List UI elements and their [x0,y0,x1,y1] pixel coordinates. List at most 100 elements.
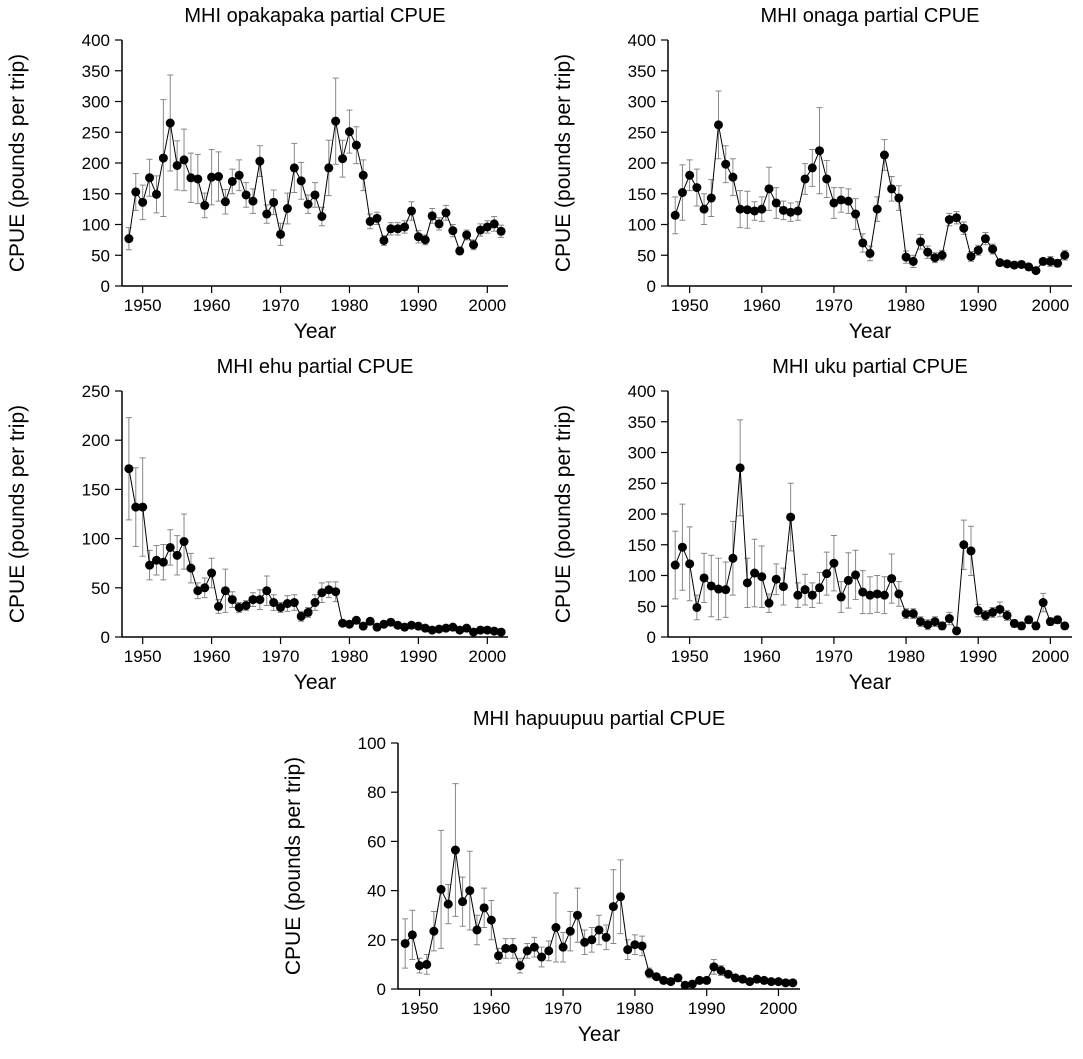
data-point [793,206,803,216]
data-point [735,204,745,214]
data-point [207,172,217,182]
data-point [771,198,781,208]
data-point [407,620,416,630]
x-tick-label: 1960 [193,647,231,666]
data-point [220,586,230,596]
data-point [482,222,492,232]
data-point [1053,615,1063,625]
y-tick-label: 0 [101,628,110,647]
x-tick-label: 1950 [671,296,709,315]
data-point [344,127,354,137]
data-point [757,204,767,214]
data-point [458,897,468,907]
x-tick-label: 2000 [1031,296,1069,315]
data-point [793,590,803,600]
data-point [735,463,745,473]
x-tick-label: 1960 [743,647,781,666]
data-point [282,599,292,609]
data-point [973,245,983,255]
data-point [214,601,223,611]
data-point [310,598,320,608]
data-point [800,585,810,595]
data-point [659,975,669,985]
data-point [145,173,155,183]
chart-title: MHI ehu partial CPUE [217,356,414,378]
data-point [193,586,203,596]
data-point [887,184,897,194]
data-point [764,184,774,194]
y-tick-label: 50 [637,246,656,265]
data-point [289,598,299,608]
y-tick-label: 200 [82,431,110,450]
y-tick-label: 0 [101,277,110,296]
data-point [594,925,604,935]
data-point [764,598,774,608]
data-point [262,209,272,219]
data-point [448,226,458,236]
data-point [706,193,716,203]
data-point [695,975,704,985]
x-tick-label: 1990 [959,296,997,315]
data-point [685,559,695,569]
x-tick-label: 1960 [743,296,781,315]
data-point [1002,610,1012,620]
data-point [151,555,161,565]
data-point [248,595,258,605]
data-point [800,174,810,184]
y-axis-label: CPUE (pounds per trip) [552,54,575,272]
data-point [172,160,182,170]
y-tick-label: 50 [91,246,110,265]
x-tick-label: 1980 [887,647,925,666]
y-tick-label: 100 [82,530,110,549]
data-point [475,625,485,635]
data-point [1017,259,1026,269]
data-point [829,558,839,568]
data-point [494,951,503,961]
data-point [522,946,532,956]
data-point [413,232,423,242]
y-tick-label: 80 [367,783,386,802]
data-point [422,959,432,969]
data-point [501,943,511,953]
data-point [822,174,832,184]
data-point [386,224,396,234]
data-point [400,938,410,948]
data-point [303,199,313,209]
data-point [1009,618,1019,628]
data-point [455,246,465,256]
data-point [324,585,334,595]
data-point [651,972,661,982]
data-point [721,159,731,169]
data-point [400,622,410,632]
data-point [489,626,499,636]
data-point [908,609,918,619]
data-point [331,587,341,597]
data-point [580,937,590,947]
data-point [262,586,272,596]
data-point [386,617,396,627]
data-point [193,174,203,184]
data-point [1060,250,1070,260]
y-tick-label: 350 [82,62,110,81]
data-point [124,234,134,244]
data-point [1017,621,1026,631]
data-point [702,975,712,985]
data-point [544,946,554,956]
data-point [716,966,726,976]
y-tick-label: 250 [628,474,656,493]
data-point [692,183,702,193]
x-tick-label: 1990 [959,647,997,666]
data-point [241,190,251,200]
x-tick-label: 1970 [262,647,300,666]
data-point [427,211,437,221]
data-point [670,210,680,220]
data-point [227,176,237,186]
data-point [843,575,853,585]
data-point [858,238,868,248]
x-tick-label: 2000 [760,999,798,1018]
data-point [407,206,416,216]
data-point [738,974,748,984]
data-point [685,170,695,180]
data-point [872,589,882,599]
data-point [415,961,425,971]
